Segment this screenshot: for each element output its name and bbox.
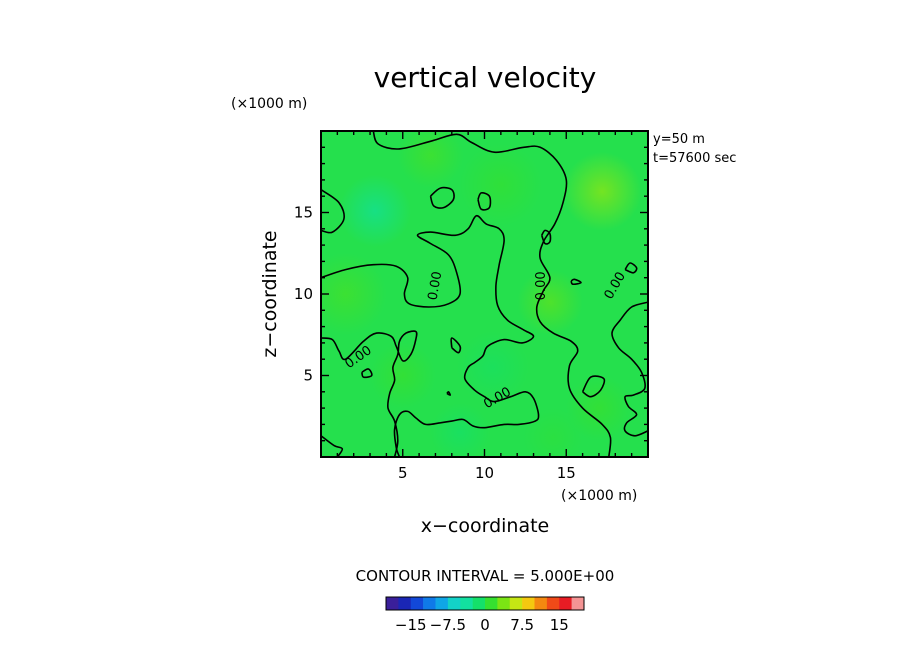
x-tick-label: 15	[557, 464, 576, 482]
field-anomaly	[456, 331, 529, 404]
field-anomaly	[517, 269, 583, 335]
contour-line	[429, 186, 455, 209]
colorbar-swatch	[410, 597, 424, 610]
field-anomaly	[370, 342, 436, 409]
field-anomaly	[430, 403, 490, 457]
y-axis-label: z−coordinate	[259, 230, 281, 357]
contour-line	[611, 301, 648, 437]
x-axis-label: x−coordinate	[421, 515, 550, 537]
contour-line	[446, 390, 452, 396]
colorbar-tick-label: 15	[550, 616, 569, 634]
contour-line	[477, 192, 492, 211]
colorbar-swatch	[423, 597, 436, 610]
field-anomaly	[397, 131, 464, 189]
contour-line	[321, 435, 344, 457]
colorbar-swatch	[460, 597, 473, 610]
colorbar-tick-label: −7.5	[430, 616, 466, 634]
colorbar-swatch	[571, 597, 585, 610]
colorbar-frame	[385, 596, 585, 611]
colorbar-tick-label: 0	[480, 616, 490, 634]
y-tick-label: 10	[294, 285, 313, 303]
annotation-t: t=57600 sec	[653, 151, 736, 166]
colorbar-swatch	[447, 597, 461, 610]
colorbar-swatch	[472, 597, 486, 610]
colorbar-swatch	[559, 597, 572, 610]
colorbar-swatch	[398, 597, 412, 610]
contour-line	[540, 229, 552, 245]
x-tick-label: 5	[398, 464, 408, 482]
contour-line	[372, 131, 612, 457]
contour-line	[321, 330, 418, 457]
colorbar-swatch	[485, 597, 498, 610]
colorbar-swatch	[534, 597, 548, 610]
contour-interval: CONTOUR INTERVAL = 5.000E+00	[356, 567, 615, 585]
field-anomaly	[321, 253, 387, 335]
x-tick-label: 10	[475, 464, 494, 482]
velocity-field	[321, 131, 648, 457]
contour-line	[581, 375, 606, 398]
colorbar-tick-label: 7.5	[510, 616, 534, 634]
colorbar-swatch	[522, 597, 535, 610]
contour-label: 0.00	[426, 270, 446, 301]
colorbar-swatch	[509, 597, 523, 610]
colorbar-swatch	[546, 597, 560, 610]
field-anomaly	[562, 152, 642, 231]
y-tick-label: 15	[294, 204, 313, 222]
chart-title: vertical velocity	[374, 61, 597, 94]
contour-line	[321, 214, 540, 457]
contour-line	[450, 337, 462, 354]
contour-line	[570, 278, 582, 286]
colorbar-swatch	[497, 597, 511, 610]
y-axis-unit: (×1000 m)	[231, 96, 307, 112]
annotation-y: y=50 m	[653, 132, 705, 147]
contour-line	[321, 189, 345, 234]
colorbar-tick-label: −15	[395, 616, 427, 634]
axis-ticks: 5 10 15 5 10 15	[294, 131, 648, 482]
contour-label: 0.00	[534, 271, 549, 300]
contour-lines	[321, 131, 648, 457]
colorbar: −15 −7.5 0 7.5 15	[385, 596, 585, 634]
contour-line	[361, 368, 373, 379]
field-anomaly	[459, 143, 542, 226]
colorbar-swatch	[386, 597, 399, 610]
y-tick-label: 5	[303, 367, 313, 385]
field-anomaly	[338, 174, 411, 247]
contour-line	[624, 262, 638, 274]
field-anomaly	[523, 408, 583, 457]
x-axis-unit: (×1000 m)	[561, 488, 637, 504]
colorbar-swatch	[435, 597, 449, 610]
